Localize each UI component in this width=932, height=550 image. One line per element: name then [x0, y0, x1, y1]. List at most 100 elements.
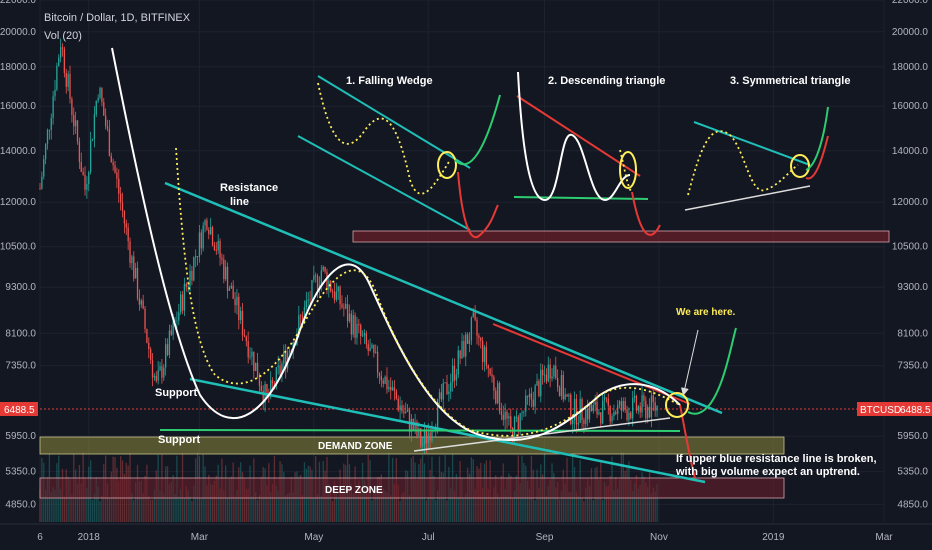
candle-body	[528, 393, 531, 398]
chart-title: Bitcoin / Dollar, 1D, BITFINEX	[44, 12, 191, 24]
volume-bar	[549, 480, 551, 522]
volume-bar	[168, 484, 171, 522]
y-tick-left: 5950.0	[5, 431, 36, 442]
candle-body	[153, 376, 156, 378]
candle-body	[232, 285, 234, 299]
candle-body	[502, 414, 504, 420]
candle-body	[446, 382, 448, 394]
volume-bar	[650, 493, 653, 522]
support-label-upper: Support	[155, 387, 197, 399]
candle-body	[155, 376, 157, 381]
volume-bar	[615, 477, 617, 522]
volume-bar	[54, 489, 56, 522]
candle-body	[510, 416, 512, 429]
volume-bar	[556, 481, 559, 522]
descending-triangle-title: 2. Descending triangle	[548, 75, 665, 87]
candle-body	[654, 402, 656, 411]
volume-bar	[592, 500, 594, 522]
volume-bar	[187, 490, 189, 522]
volume-bar	[358, 480, 360, 522]
volume-bar	[71, 494, 73, 522]
volume-bar	[457, 496, 459, 522]
candle-body	[506, 411, 508, 419]
volume-bar	[645, 482, 647, 522]
candle-body	[485, 346, 488, 366]
candle-body	[481, 340, 484, 363]
candle-body	[418, 428, 420, 437]
volume-bar	[496, 493, 499, 522]
volume-bar	[639, 484, 641, 522]
volume-bar	[260, 476, 262, 522]
y-tick-left: 10500.0	[0, 242, 36, 253]
y-tick-right: 12000.0	[892, 197, 929, 208]
volume-bar	[587, 479, 589, 522]
volume-bar	[425, 500, 428, 522]
volume-bar	[356, 494, 358, 522]
volume-bar	[67, 476, 69, 522]
volume-bar	[208, 474, 210, 522]
candle-body	[82, 172, 84, 175]
candle-body	[46, 130, 49, 144]
volume-bar	[251, 496, 253, 522]
candle-body	[249, 356, 251, 358]
volume-bar	[463, 497, 465, 522]
candle-body	[170, 330, 172, 335]
candle-body	[444, 382, 446, 384]
we-are-here-circle	[665, 392, 689, 418]
volume-bar	[526, 480, 529, 522]
volume-bar	[461, 478, 463, 522]
candle-body	[549, 364, 551, 379]
y-tick-right: 9300.0	[897, 282, 928, 293]
candle-body	[613, 411, 615, 417]
candle-body	[541, 369, 544, 376]
x-tick: 6	[37, 532, 43, 543]
candle-body	[243, 335, 246, 337]
volume-bar	[635, 475, 638, 522]
candle-body	[363, 333, 366, 336]
candle-body	[277, 365, 279, 368]
candle-body	[391, 387, 394, 391]
volume-bar	[581, 497, 583, 522]
candle-body	[56, 65, 58, 90]
candle-body	[388, 387, 390, 390]
candle-body	[371, 344, 373, 348]
candle-body	[643, 395, 645, 401]
price-tag-left: 6488.5	[0, 402, 38, 416]
candle-body	[142, 300, 144, 309]
volume-bar	[390, 495, 392, 522]
candle-body	[185, 283, 187, 287]
candle-body	[438, 392, 441, 400]
candle-body	[260, 385, 262, 391]
candle-body	[431, 430, 433, 441]
candle-body	[114, 165, 116, 173]
candle-body	[326, 271, 328, 290]
y-tick-right: 20000.0	[892, 27, 929, 38]
volume-bar	[605, 485, 608, 522]
candle-body	[343, 307, 345, 309]
volume-bar	[617, 489, 619, 522]
candle-body	[553, 365, 555, 377]
candle-body	[93, 114, 96, 139]
candle-body	[251, 351, 253, 357]
volume-bar	[95, 477, 97, 522]
volume-bar	[277, 490, 279, 522]
volume-bar	[215, 475, 217, 522]
candle-body	[427, 432, 429, 444]
volume-bar	[656, 484, 658, 522]
candle-body	[436, 399, 439, 427]
volume-bar	[401, 493, 403, 522]
candle-body	[401, 405, 403, 412]
candle-body	[253, 351, 255, 371]
candle-body	[367, 344, 369, 352]
candle-body	[198, 232, 201, 257]
volume-bar	[80, 483, 82, 522]
volume-bar	[491, 497, 493, 522]
candle-body	[555, 365, 557, 378]
y-tick-right: 5950.0	[897, 431, 928, 442]
volume-bar	[350, 484, 352, 522]
volume-bar	[247, 488, 249, 522]
candle-body	[311, 279, 313, 300]
y-tick-left: 22000.0	[0, 0, 36, 6]
candle-body	[566, 394, 568, 397]
